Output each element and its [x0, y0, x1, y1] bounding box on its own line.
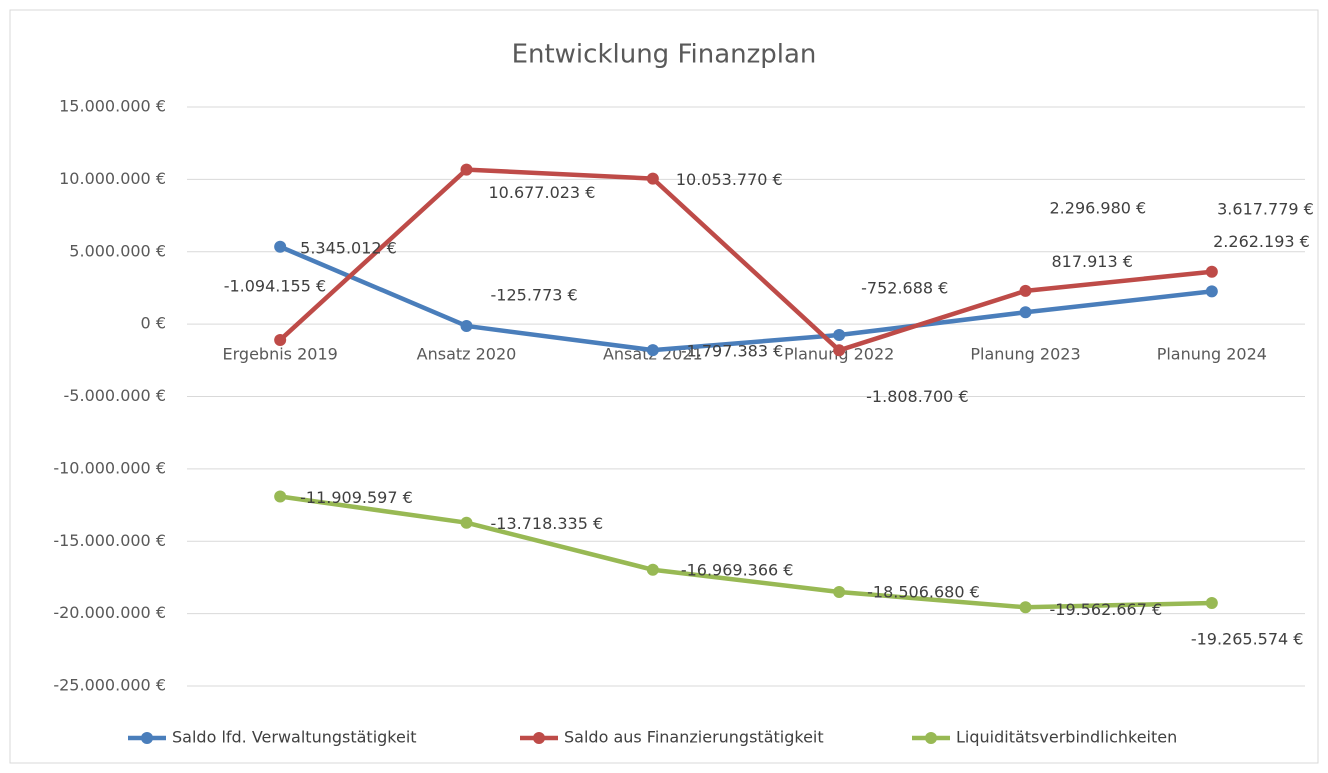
y-tick-label: 0 €: [141, 314, 166, 333]
y-tick-label: 10.000.000 €: [59, 169, 166, 188]
data-label: -1.094.155 €: [224, 276, 326, 295]
data-label: -11.909.597 €: [300, 488, 413, 507]
y-tick-label: 5.000.000 €: [69, 241, 166, 260]
legend-marker: [925, 732, 937, 744]
data-label: 10.677.023 €: [489, 183, 596, 202]
series-line: [279, 244, 1213, 353]
series-line: [279, 494, 1212, 610]
data-point: [833, 344, 846, 357]
grid: -25.000.000 € -20.000.000 € -15.000.000 € -…: [53, 97, 1305, 695]
data-point: [833, 586, 846, 599]
x-tick-label: Planung 2024: [1157, 345, 1267, 364]
data-point: [646, 172, 659, 185]
y-tick-label: -25.000.000 €: [53, 676, 166, 695]
data-point: [274, 333, 287, 346]
x-tick-label: Ansatz 2020: [417, 345, 517, 364]
y-tick-label: -15.000.000 €: [53, 531, 166, 550]
data-point: [274, 240, 287, 253]
y-tick-label: -5.000.000 €: [64, 386, 166, 405]
data-label: -1.797.383 €: [681, 342, 783, 361]
data-label: -16.969.366 €: [681, 560, 794, 579]
chart-border: [9, 9, 1319, 764]
y-tick-label: -20.000.000 €: [53, 603, 166, 622]
data-label: -1.808.700 €: [866, 387, 968, 406]
data-point: [460, 163, 473, 176]
data-label: -752.688 €: [861, 279, 948, 298]
data-label: 2.262.193 €: [1213, 232, 1310, 251]
data-label: -18.506.680 €: [867, 583, 980, 602]
legend-marker: [533, 732, 545, 744]
data-point: [1019, 284, 1032, 297]
data-point: [460, 516, 473, 529]
data-label: -13.718.335 €: [491, 514, 604, 533]
data-point: [646, 344, 659, 357]
legend-label: Liquiditätsverbindlichkeiten: [956, 728, 1177, 747]
data-label: 2.296.980 €: [1050, 198, 1147, 217]
legend-label: Saldo aus Finanzierungstätigkeit: [564, 728, 824, 747]
data-label: 817.913 €: [1052, 252, 1133, 271]
legend-label: Saldo lfd. Verwaltungstätigkeit: [172, 728, 417, 747]
y-tick-label: -10.000.000 €: [53, 458, 166, 477]
data-label: -125.773 €: [491, 285, 578, 304]
data-point: [833, 329, 846, 342]
data-label: 5.345.012 €: [300, 238, 397, 257]
data-point: [1019, 601, 1032, 614]
data-point: [1205, 265, 1218, 278]
data-point: [1019, 306, 1032, 319]
chart-title: Entwicklung Finanzplan: [512, 40, 817, 70]
legend-marker: [141, 732, 153, 744]
data-label: -19.265.574 €: [1191, 629, 1304, 648]
x-tick-label: Planung 2023: [970, 345, 1080, 364]
data-point: [1205, 596, 1218, 609]
data-label: 3.617.779 €: [1217, 199, 1314, 218]
data-label: 10.053.770 €: [676, 170, 783, 189]
x-tick-label: Ergebnis 2019: [223, 345, 338, 364]
series-line: [278, 167, 1213, 353]
data-point: [646, 563, 659, 576]
data-point: [1205, 285, 1218, 298]
data-label: -19.562.667 €: [1050, 600, 1163, 619]
labels: 5.345.012 € -125.773 € -1.797.383 € -752.68…: [224, 170, 1314, 648]
data-point: [274, 490, 287, 503]
lines: [274, 163, 1218, 614]
y-tick-label: 15.000.000 €: [59, 97, 166, 116]
data-point: [460, 319, 473, 332]
